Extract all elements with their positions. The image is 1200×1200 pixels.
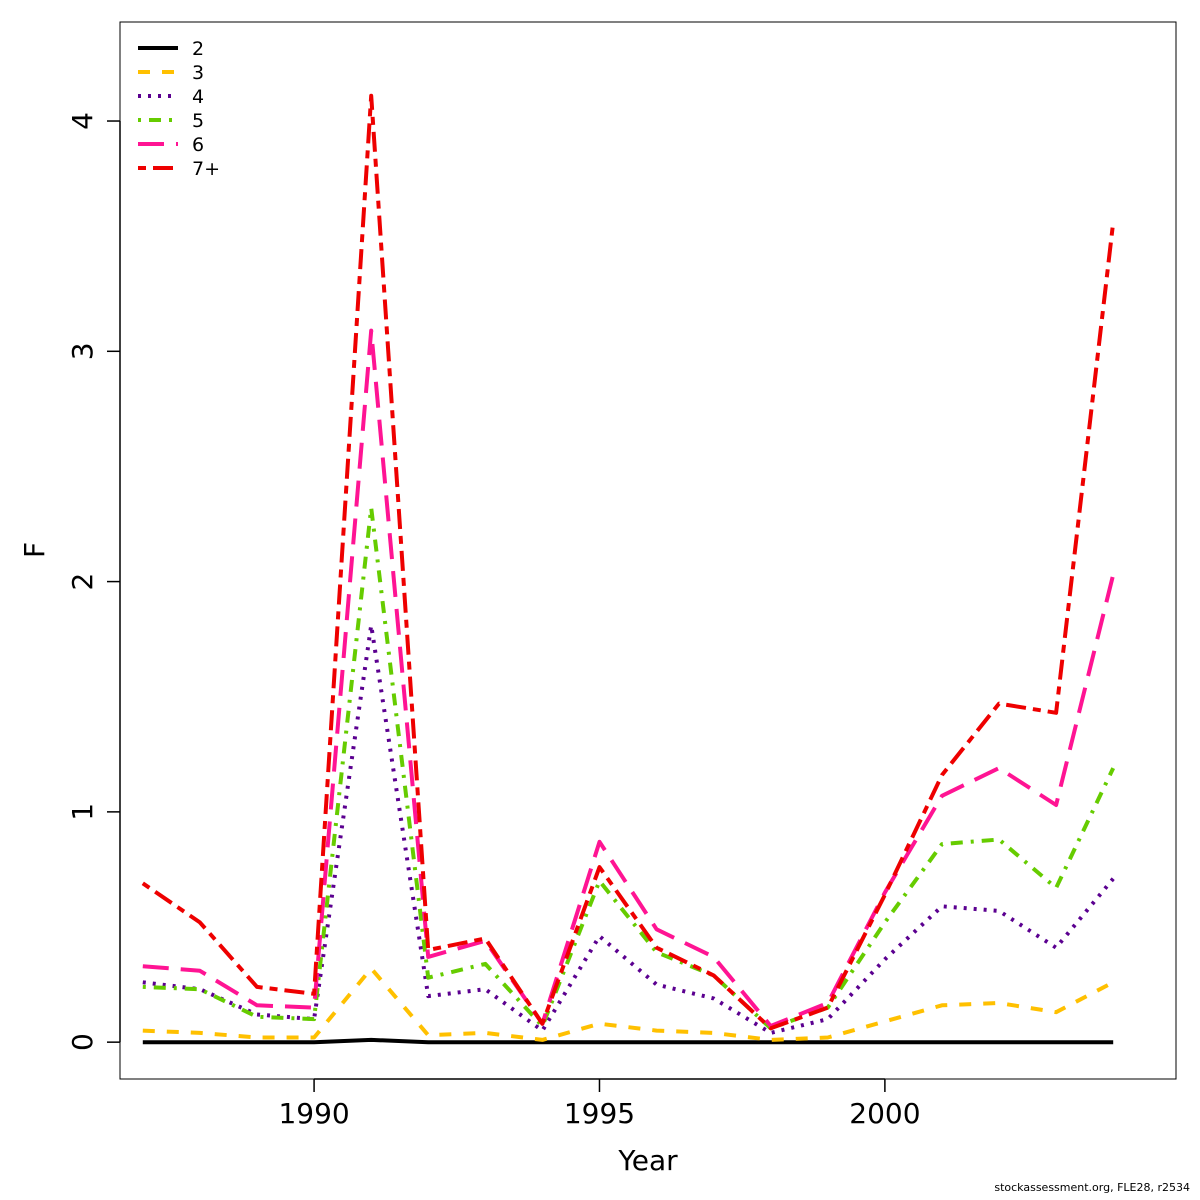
x-tick-label-2000: 2000	[849, 1097, 920, 1130]
y-tick-label-0: 0	[66, 1033, 99, 1051]
series-line-4	[142, 623, 1115, 1035]
legend-label-4: 4	[192, 86, 204, 108]
x-tick-label-1990: 1990	[278, 1097, 349, 1130]
legend-label-7+: 7+	[192, 158, 220, 180]
x-axis-label: Year	[617, 1144, 678, 1177]
credit-text: stockassessment.org, FLE28, r2534	[994, 1181, 1190, 1194]
series-line-2	[142, 1037, 1114, 1045]
plot-frame	[119, 21, 1177, 1080]
y-tick-label-1: 1	[66, 803, 99, 821]
legend-label-2: 2	[192, 38, 204, 60]
y-tick-label-2: 2	[66, 573, 99, 591]
y-tick-label-4: 4	[66, 112, 99, 130]
legend-label-3: 3	[192, 62, 204, 84]
series-line-5	[142, 505, 1116, 1031]
y-axis-label: F	[18, 542, 51, 558]
series-line-6	[142, 328, 1116, 1028]
legend-label-6: 6	[192, 134, 204, 156]
axes: 1990 1995 2000 0 1 2 3 4	[66, 112, 921, 1130]
series-line-3	[142, 966, 1115, 1042]
x-tick-label-1995: 1995	[564, 1097, 635, 1130]
series-lines	[141, 93, 1116, 1045]
series-line-7+	[141, 93, 1116, 1031]
y-tick-label-3: 3	[66, 342, 99, 360]
legend-label-5: 5	[192, 110, 204, 132]
